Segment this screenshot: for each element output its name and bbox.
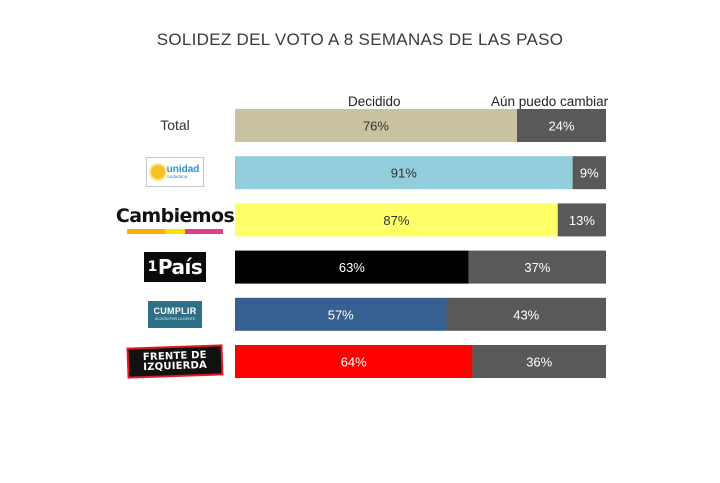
unidad-logo-subtext: ciudadana (166, 173, 188, 179)
cambiemos-stripe (184, 228, 204, 234)
row-label-cambiemos: Cambiemos (116, 203, 235, 237)
bar-cambiar-cumplir (446, 297, 606, 331)
fit-logo-line2: IZQUIERDA (143, 358, 208, 373)
data-label-decidido-1pa-s: 63% (339, 260, 365, 275)
data-label-cambiar-unidad-ciudadana: 9% (580, 166, 599, 181)
chart-title: SOLIDEZ DEL VOTO A 8 SEMANAS DE LAS PASO (156, 30, 564, 49)
data-label-decidido-frente-de-izquierda: 64% (341, 355, 367, 370)
bar-decidido-total (235, 109, 517, 142)
1pais-logo: 1 País (144, 252, 206, 282)
bar-decidido-1pa-s (235, 250, 469, 284)
legend-cambiar: Aún puedo cambiar (491, 94, 609, 109)
1pais-logo-number: 1 (147, 259, 158, 275)
sun-icon (150, 165, 165, 179)
data-label-decidido-total: 76% (363, 119, 389, 134)
bar-cambiar-frente-de-izquierda (472, 345, 606, 378)
cambiemos-stripe (203, 228, 224, 234)
data-label-cambiar-frente-de-izquierda: 36% (526, 355, 552, 370)
unidad-logo-text: unidad (166, 163, 200, 175)
data-label-cambiar-cumplir: 43% (513, 307, 539, 322)
row-label-frente-de-izquierda: FRENTE DE IZQUIERDA (120, 343, 230, 379)
row-label-unidad-ciudadana: unidad ciudadana (120, 155, 230, 189)
data-label-cambiar-cambiemos: 13% (569, 213, 595, 228)
cambiemos-stripes (127, 228, 224, 234)
cambiemos-stripe (127, 228, 147, 234)
data-label-decidido-cumplir: 57% (328, 307, 354, 322)
data-label-cambiar-1pa-s: 37% (524, 260, 550, 275)
bar-decidido-frente-de-izquierda (235, 345, 473, 378)
bar-cambiar-1pa-s (468, 250, 606, 284)
frente-de-izquierda-logo: FRENTE DE IZQUIERDA (126, 343, 224, 379)
row-label-total: Total (120, 108, 230, 142)
data-label-decidido-unidad-ciudadana: 91% (391, 166, 417, 181)
bar-cambiar-total (516, 109, 606, 142)
cambiemos-logo-text: Cambiemos (115, 204, 235, 227)
data-label-decidido-cambiemos: 87% (383, 213, 409, 228)
data-label-cambiar-total: 24% (548, 119, 574, 134)
legend-decidido: Decidido (348, 94, 401, 109)
cambiemos-stripe (146, 228, 166, 234)
bar-cambiar-cambiemos (557, 203, 606, 237)
1pais-logo-text: País (157, 255, 203, 279)
row-label-1pais: 1 País (120, 250, 230, 284)
cumplir-logo: CUMPLIR ACCIÓN POR LA GENTE (148, 300, 202, 328)
total-label: Total (160, 117, 190, 133)
cumplir-logo-text: CUMPLIR (153, 305, 197, 316)
row-label-cumplir: CUMPLIR ACCIÓN POR LA GENTE (120, 297, 230, 331)
unidad-ciudadana-logo: unidad ciudadana (146, 157, 204, 187)
bar-decidido-cumplir (235, 297, 447, 331)
bar-cambiar-unidad-ciudadana (572, 156, 606, 190)
cambiemos-logo: Cambiemos (115, 204, 235, 234)
cambiemos-stripe (165, 228, 185, 234)
bar-decidido-unidad-ciudadana (235, 156, 573, 190)
bar-decidido-cambiemos (235, 203, 558, 237)
cumplir-logo-subtext: ACCIÓN POR LA GENTE (154, 316, 196, 321)
